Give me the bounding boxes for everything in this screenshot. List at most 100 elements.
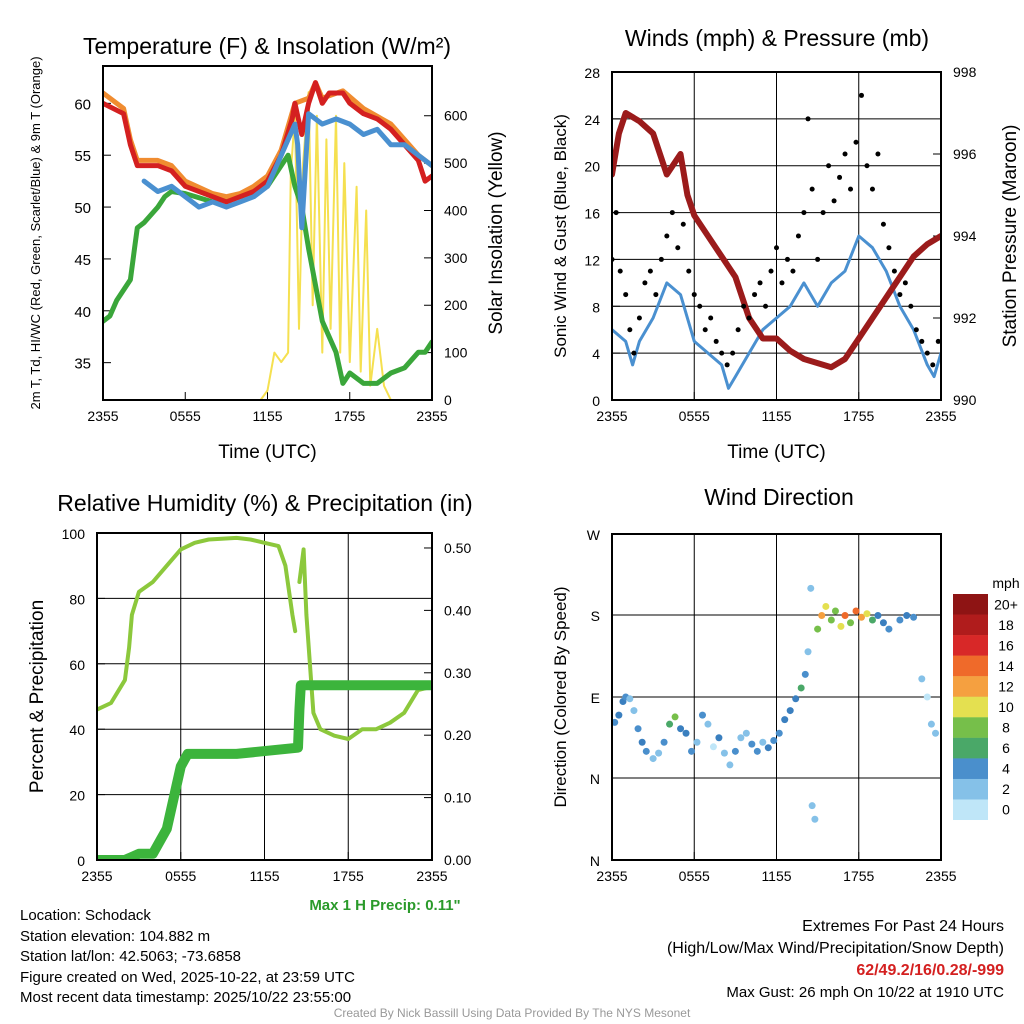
y-tick-label: S	[591, 608, 600, 624]
y-tick-label: W	[587, 527, 601, 543]
gust-point	[623, 292, 629, 298]
gust-point	[837, 174, 843, 180]
direction-point	[811, 815, 819, 823]
x-tick-label: 1155	[249, 868, 279, 884]
colorbar-bin	[953, 635, 988, 656]
direction-point	[666, 720, 674, 728]
direction-point	[615, 711, 623, 719]
x-tick-label: 2355	[596, 408, 627, 424]
series-line-hi-wc	[141, 111, 432, 231]
x-tick-label: 0555	[170, 408, 201, 424]
chart-title: Temperature (F) & Insolation (W/m²)	[83, 33, 451, 59]
colorbar-bin	[953, 799, 988, 820]
gust-point	[826, 163, 832, 169]
direction-point	[808, 802, 816, 810]
x-tick-label: 2355	[81, 868, 112, 884]
y-tick-label: 100	[62, 526, 86, 542]
y2-tick-label: 0.10	[444, 790, 471, 806]
direction-point	[896, 616, 904, 624]
gust-point	[647, 268, 653, 274]
extremes-title: Extremes For Past 24 Hours	[802, 918, 1004, 935]
x-tick-label: 1755	[334, 408, 365, 424]
gust-point	[697, 303, 703, 309]
colorbar-bin	[953, 737, 988, 759]
max-precip-annotation: Max 1 H Precip: 0.11"	[309, 897, 460, 914]
lat-lon: Station lat/lon: 42.5063; -73.6858	[20, 948, 242, 965]
x-tick-label: 1755	[843, 868, 874, 884]
y-tick-label: 12	[584, 252, 600, 268]
direction-point	[612, 718, 619, 726]
direction-point	[698, 711, 706, 719]
direction-point	[677, 725, 685, 733]
gust-point	[631, 350, 637, 356]
direction-point	[671, 713, 679, 721]
gust-point	[864, 163, 870, 169]
direction-point	[923, 693, 931, 701]
gust-point	[831, 198, 837, 204]
direction-point	[726, 761, 734, 769]
y-tick-label: N	[590, 771, 600, 787]
y-tick-label: 80	[69, 591, 85, 607]
y2-tick-label: 998	[953, 64, 977, 80]
gust-point	[897, 292, 903, 298]
colorbar-label: 18	[998, 617, 1014, 633]
x-tick-label: 0555	[679, 868, 710, 884]
direction-point	[638, 738, 646, 746]
y2-tick-label: 996	[953, 146, 977, 162]
gust-point	[768, 268, 774, 274]
direction-point	[748, 740, 756, 748]
extremes: Extremes For Past 24 Hours (High/Low/Max…	[667, 916, 1004, 1004]
y2-tick-label: 100	[444, 345, 468, 361]
direction-point	[720, 749, 728, 757]
y-tick-label: 60	[74, 96, 91, 113]
y-tick-label: N	[590, 853, 600, 869]
gust-point	[842, 151, 848, 157]
direction-point	[781, 716, 789, 724]
x-tick-label: 2355	[87, 408, 118, 424]
y2-tick-label: 990	[953, 392, 977, 408]
colorbar-label: 8	[1002, 720, 1010, 736]
colorbar-bin	[953, 717, 988, 738]
x-axis-label: Time (UTC)	[727, 442, 826, 463]
gust-point	[636, 315, 642, 321]
gust-point	[613, 210, 619, 216]
x-tick-label: 2355	[416, 868, 447, 884]
colorbar: mph 0 2 4 6 8 10 12 14 16 18 20+	[953, 575, 1020, 820]
direction-point	[634, 725, 642, 733]
direction-point	[660, 738, 668, 746]
gust-point	[735, 327, 741, 333]
series-line-2m-td	[103, 152, 432, 386]
direction-point	[688, 747, 696, 755]
credit: Created By Nick Bassill Using Data Provi…	[333, 1006, 691, 1020]
colorbar-bin	[953, 594, 988, 615]
series-line-2m-t	[103, 80, 432, 205]
y-tick-label: 28	[584, 65, 600, 81]
y-axis-label: 2m T, Td, HI/WC (Red, Green, Scarlet/Blu…	[28, 56, 43, 409]
direction-point	[792, 695, 800, 703]
colorbar-bin	[953, 696, 988, 718]
direction-point	[885, 625, 893, 633]
direction-point	[797, 684, 805, 692]
gust-point	[790, 268, 796, 274]
x-tick-label: 2355	[416, 408, 447, 424]
y-axis-label: Percent & Precipitation	[27, 600, 48, 793]
plot-frame	[102, 65, 433, 401]
gust-point	[730, 350, 736, 356]
direction-point	[775, 729, 783, 737]
direction-point	[649, 755, 657, 763]
colorbar-label: 14	[998, 658, 1014, 674]
direction-point	[857, 613, 865, 621]
direction-point	[693, 738, 701, 746]
x-tick-label: 2355	[925, 868, 956, 884]
y2-tick-label: 0	[444, 392, 452, 408]
colorbar-label: 12	[998, 678, 1014, 694]
y2-tick-label: 400	[444, 202, 468, 218]
panel-1: Temperature (F) & Insolation (W/m²)2355 0…	[28, 33, 507, 463]
gust-point	[820, 210, 826, 216]
gust-point	[869, 186, 875, 192]
extremes-subtitle: (High/Low/Max Wind/Precipitation/Snow De…	[666, 940, 1004, 957]
colorbar-title: mph	[992, 575, 1019, 591]
y2-tick-label: 0.20	[444, 727, 471, 743]
